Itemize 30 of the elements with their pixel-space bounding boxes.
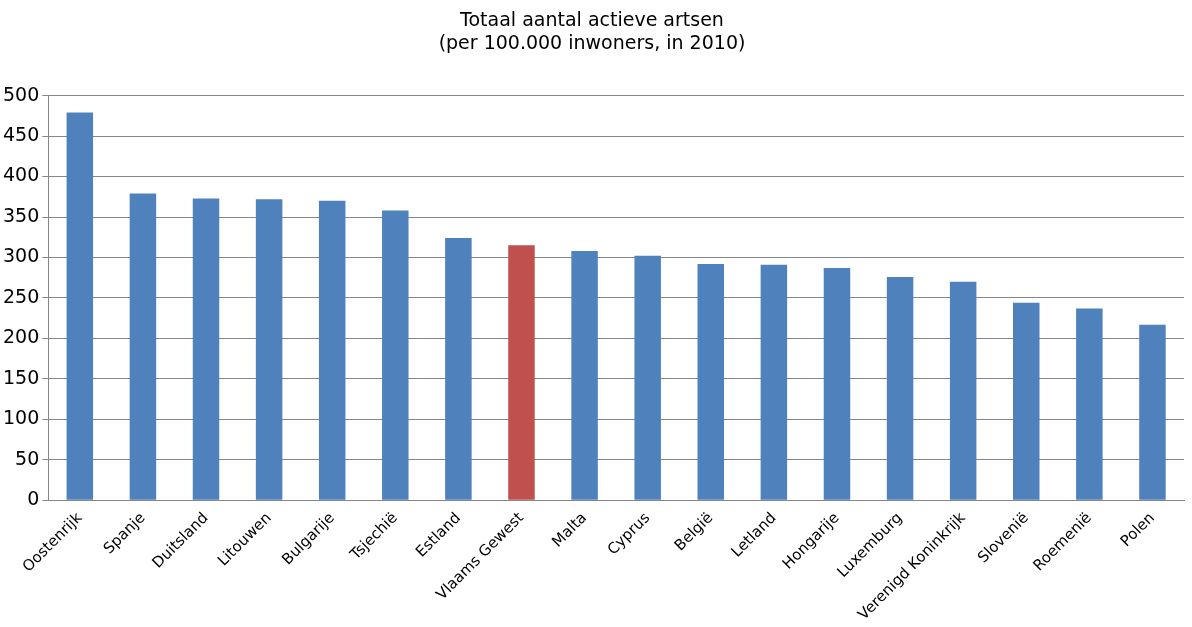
bar	[697, 263, 725, 500]
y-tick-label: 400	[3, 163, 40, 186]
bar	[949, 281, 977, 500]
bar	[1076, 308, 1103, 500]
bar	[760, 264, 788, 500]
bar	[1013, 302, 1040, 500]
bar	[886, 276, 914, 500]
bar	[571, 251, 598, 500]
bar	[634, 255, 661, 500]
bar	[255, 199, 283, 500]
bar	[66, 112, 94, 500]
y-tick-label: 450	[3, 123, 40, 146]
bar	[823, 268, 851, 500]
y-tick-label: 150	[3, 365, 40, 388]
bar	[1139, 324, 1166, 500]
bar	[445, 238, 472, 500]
y-tick-label: 500	[3, 82, 40, 105]
y-tick-label: 50	[15, 446, 40, 469]
bar	[129, 193, 157, 500]
y-tick-label: 250	[3, 284, 40, 307]
y-tick-label: 200	[3, 325, 40, 348]
y-tick-label: 300	[3, 244, 40, 267]
y-tick-label: 0	[27, 487, 40, 510]
chart-title: Totaal aantal actieve artsen (per 100.000 inwoners, in 2010)	[438, 8, 746, 54]
y-tick-label: 100	[3, 406, 40, 429]
bar	[382, 210, 409, 500]
bar	[192, 198, 220, 500]
bar	[508, 245, 535, 500]
y-tick-label: 350	[3, 203, 40, 226]
bar	[318, 200, 346, 500]
